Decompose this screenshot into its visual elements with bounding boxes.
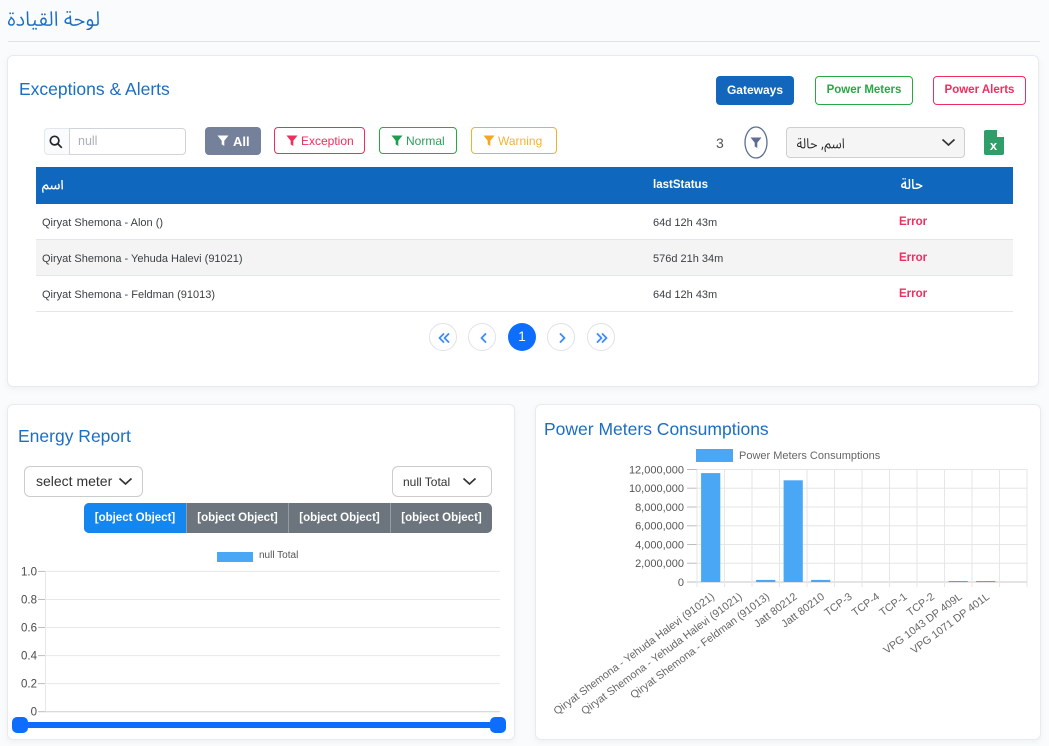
svg-text:0: 0 bbox=[678, 577, 684, 589]
svg-text:0.8: 0.8 bbox=[21, 595, 37, 607]
svg-text:8,000,000: 8,000,000 bbox=[635, 502, 684, 514]
svg-text:10,000,000: 10,000,000 bbox=[629, 483, 684, 495]
svg-text:TCP-3: TCP-3 bbox=[822, 591, 854, 619]
svg-text:12,000,000: 12,000,000 bbox=[629, 464, 684, 476]
svg-text:6,000,000: 6,000,000 bbox=[635, 521, 684, 533]
svg-text:TCP-1: TCP-1 bbox=[877, 591, 909, 619]
svg-text:Qiryat Shemona - Yehuda Halev: Qiryat Shemona - Yehuda Halevi (91021) bbox=[579, 591, 744, 718]
svg-text:0.2: 0.2 bbox=[21, 679, 37, 691]
svg-text:2,000,000: 2,000,000 bbox=[635, 558, 684, 570]
svg-text:0.4: 0.4 bbox=[21, 651, 38, 663]
svg-text:x: x bbox=[990, 138, 998, 153]
svg-text:1.0: 1.0 bbox=[21, 566, 37, 578]
svg-text:TCP-4: TCP-4 bbox=[850, 591, 882, 619]
svg-text:0.6: 0.6 bbox=[21, 623, 37, 635]
svg-text:0: 0 bbox=[31, 707, 37, 719]
svg-text:4,000,000: 4,000,000 bbox=[635, 539, 684, 551]
